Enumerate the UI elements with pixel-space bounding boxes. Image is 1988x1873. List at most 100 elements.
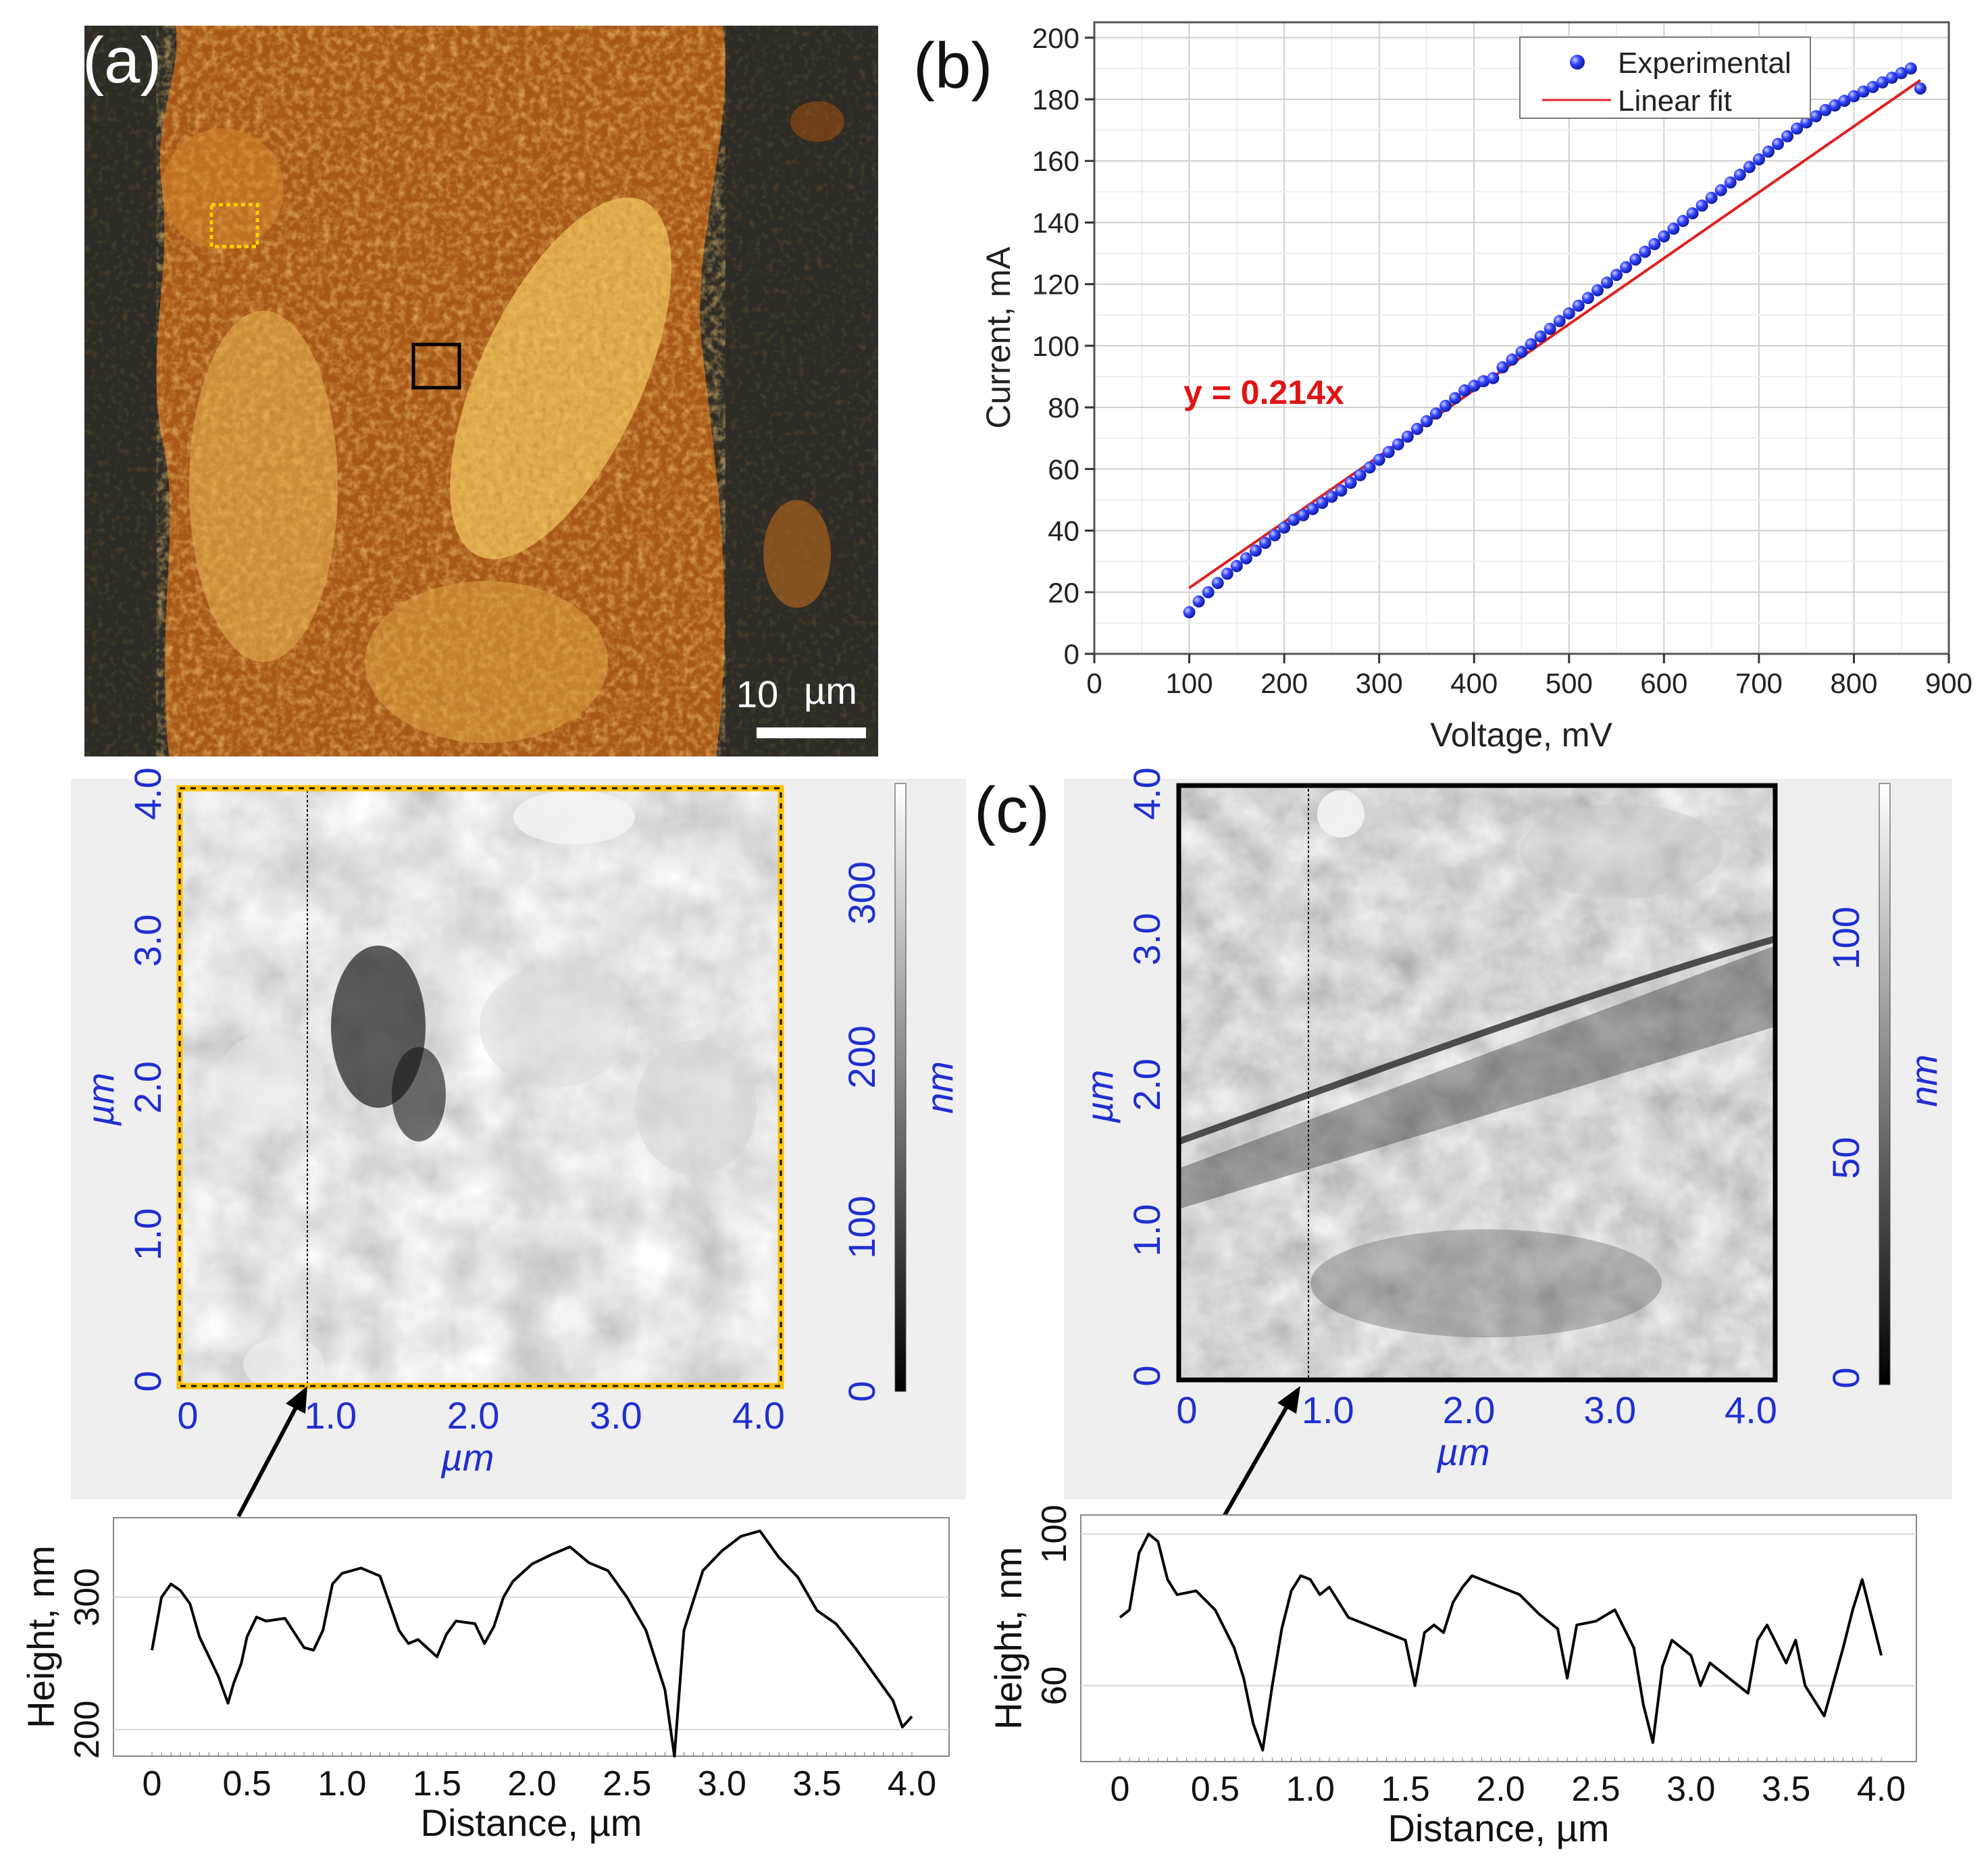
data-point xyxy=(1562,307,1575,320)
data-point xyxy=(1306,503,1319,515)
profile-x-tick: 3.5 xyxy=(1762,1770,1810,1809)
afm-y-tick: 4.0 xyxy=(1125,767,1168,820)
profile-x-tick: 1.5 xyxy=(413,1764,461,1803)
profile-right: 60 100 0 0.5 1.0 1.5 2.0 2.5 3.0 3.5 4.0 Distance, … xyxy=(987,1505,1917,1849)
data-point xyxy=(1316,496,1329,509)
data-point xyxy=(1838,95,1851,107)
data-point xyxy=(1857,85,1870,98)
profile-x-tick: 1.0 xyxy=(1286,1770,1335,1809)
data-point xyxy=(1506,353,1519,366)
y-tick-label: 60 xyxy=(1048,453,1079,485)
data-point xyxy=(1354,469,1367,482)
afm-x-tick: 4.0 xyxy=(732,1394,785,1437)
arrow-right xyxy=(1222,1393,1296,1518)
data-point xyxy=(1325,490,1338,503)
x-tick-label: 500 xyxy=(1546,667,1593,699)
profile-frame xyxy=(113,1517,950,1757)
y-tick-label: 100 xyxy=(1032,330,1079,362)
afm-x-tick: 3.0 xyxy=(1583,1389,1636,1431)
data-point xyxy=(1686,207,1699,220)
fit-equation: y = 0.214x xyxy=(1183,374,1344,411)
profile-x-tick: 2.0 xyxy=(507,1764,556,1803)
data-point xyxy=(1230,560,1243,573)
data-point xyxy=(1819,103,1832,116)
afm-x-tick: 1.0 xyxy=(1302,1389,1354,1431)
colorbar-tick: 300 xyxy=(840,861,883,924)
profile-x-axis-label: Distance, µm xyxy=(421,1801,642,1844)
y-tick-label: 160 xyxy=(1032,145,1079,177)
data-point xyxy=(1477,375,1490,388)
y-tick-label: 0 xyxy=(1064,638,1079,670)
x-tick-label: 600 xyxy=(1640,667,1687,699)
data-point xyxy=(1382,446,1395,459)
axis-ticks: 0 100 200 300 400 500 600 700 800 900 0 20 40 60 80 100… xyxy=(1032,22,1972,699)
data-point xyxy=(1183,606,1196,619)
data-point xyxy=(1752,153,1765,165)
data-point xyxy=(1895,67,1908,80)
data-point xyxy=(1800,116,1813,129)
data-point xyxy=(1297,509,1310,521)
afm-right-image xyxy=(1176,783,1778,1383)
profile-arrows xyxy=(236,1386,1300,1518)
afm-right-panel: (c) 0 1.0 2.0 3.0 4.0 µm 0 1.0 2.0 3.0 4.0 µm 0 50 100… xyxy=(974,767,1952,1499)
colorbar-tick: 0 xyxy=(840,1381,883,1402)
afm-y-tick: 3.0 xyxy=(126,915,169,967)
data-point xyxy=(1420,415,1433,428)
profile-y-tick: 200 xyxy=(68,1700,107,1759)
data-point xyxy=(1572,299,1585,312)
profile-x-tick: 2.5 xyxy=(603,1764,651,1803)
afm-right-colorbar xyxy=(1879,783,1891,1385)
data-point xyxy=(1639,245,1652,258)
y-tick-label: 80 xyxy=(1048,392,1079,424)
profile-y-tick: 100 xyxy=(1035,1505,1074,1564)
profile-y-axis-label: Height, nm xyxy=(20,1545,62,1728)
x-tick-label: 200 xyxy=(1260,667,1308,699)
data-point xyxy=(1781,130,1794,143)
profile-x-tick: 4.0 xyxy=(1857,1770,1906,1809)
data-point xyxy=(1269,529,1281,542)
data-point xyxy=(1192,595,1205,608)
profile-x-tick: 4.0 xyxy=(888,1764,936,1803)
data-point xyxy=(1743,161,1756,174)
profile-x-tick: 0 xyxy=(143,1764,162,1803)
data-point xyxy=(1667,222,1680,235)
afm-x-tick: 2.0 xyxy=(1443,1389,1496,1431)
afm-left-panel: 0 1.0 2.0 3.0 4.0 µm 0 1.0 2.0 3.0 4.0 µm 0 100 200 300… xyxy=(71,767,966,1499)
data-point xyxy=(1534,330,1547,343)
data-point xyxy=(1724,176,1737,189)
afm-x-axis-label: µm xyxy=(440,1436,494,1479)
data-point xyxy=(1240,552,1252,565)
data-point xyxy=(1344,476,1357,489)
data-point xyxy=(1392,438,1404,451)
y-tick-label: 40 xyxy=(1048,515,1079,547)
profile-x-axis-label: Distance, µm xyxy=(1388,1807,1610,1849)
legend-experimental: Experimental xyxy=(1618,47,1791,80)
afm-x-tick: 0 xyxy=(1176,1389,1197,1431)
profile-y-axis-label: Height, nm xyxy=(987,1547,1029,1730)
afm-y-tick: 1.0 xyxy=(1125,1204,1168,1257)
data-point xyxy=(1876,76,1889,88)
data-point xyxy=(1772,138,1784,151)
profile-x-tick: 1.5 xyxy=(1381,1770,1429,1809)
data-point xyxy=(1410,423,1423,436)
y-tick-label: 20 xyxy=(1048,577,1079,609)
data-point xyxy=(1714,184,1727,197)
x-tick-label: 300 xyxy=(1356,667,1403,699)
profile-x-tick: 3.0 xyxy=(698,1764,746,1803)
afm-left-colorbar xyxy=(894,783,907,1392)
panel-b-label: (b) xyxy=(913,30,992,102)
data-point xyxy=(1515,346,1528,359)
data-point xyxy=(1677,215,1689,228)
profile-x-tick: 3.0 xyxy=(1666,1770,1715,1809)
data-point xyxy=(1373,453,1385,466)
optical-micrograph: 10 µm (a) xyxy=(84,26,878,756)
y-tick-label: 140 xyxy=(1032,207,1079,238)
colorbar-tick: 50 xyxy=(1825,1137,1867,1179)
data-point xyxy=(1553,315,1566,328)
data-point xyxy=(1705,191,1718,204)
data-point xyxy=(1202,586,1215,598)
afm-y-axis-label: µm xyxy=(1078,1070,1121,1124)
colorbar-tick: 100 xyxy=(840,1196,883,1258)
height-profile-line xyxy=(1119,1533,1883,1752)
